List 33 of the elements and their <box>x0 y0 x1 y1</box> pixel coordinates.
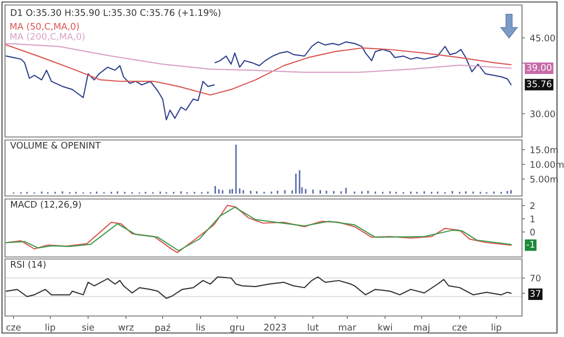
annotation: 35.76 <box>526 80 552 88</box>
x-tick-label: lip <box>46 324 56 332</box>
y-tick-label: 2 <box>530 202 534 210</box>
chart-title: D1 O:35.30 H:35.90 L:35.30 C:35.76 (+1.19%) <box>11 8 220 18</box>
x-tick-label: sie <box>82 324 94 331</box>
y-tick-label: 1 <box>530 216 535 222</box>
y-tick-label: 0 <box>530 228 535 236</box>
chart-title: VOLUME & OPENINT <box>10 142 101 149</box>
y-tick-label: 30.00 <box>530 110 555 118</box>
x-tick-label: maj <box>414 324 430 332</box>
annotation: -1 <box>526 241 534 248</box>
line-series <box>6 42 512 73</box>
line-series <box>6 276 512 299</box>
x-tick-label: gru <box>230 325 244 332</box>
x-tick-label: lip <box>492 324 502 332</box>
series-label: MA (200,C,MA,0) <box>10 32 84 41</box>
chart-title: RSI (14) <box>11 260 46 269</box>
x-tick-label: 2023 <box>264 324 286 331</box>
x-tick-label: cze <box>452 325 467 331</box>
x-tick-label: cze <box>6 325 21 331</box>
x-tick-label: wrz <box>118 325 134 330</box>
x-tick-label: lut <box>308 324 319 331</box>
y-tick-label: 45.00 <box>530 34 555 42</box>
series-label: MA (50,C,MA,0) <box>10 22 79 31</box>
y-tick-label: 70 <box>530 274 541 282</box>
line-series <box>6 44 512 96</box>
y-tick-label: 37 <box>530 290 540 297</box>
chart-title: MACD (12,26,9) <box>11 200 81 209</box>
x-tick-label: mar <box>339 325 356 331</box>
x-tick-label: lis <box>196 324 205 331</box>
annotation: 39.00 <box>526 64 552 71</box>
x-tick-label: kwi <box>378 324 392 330</box>
x-tick-label: paź <box>155 324 170 333</box>
